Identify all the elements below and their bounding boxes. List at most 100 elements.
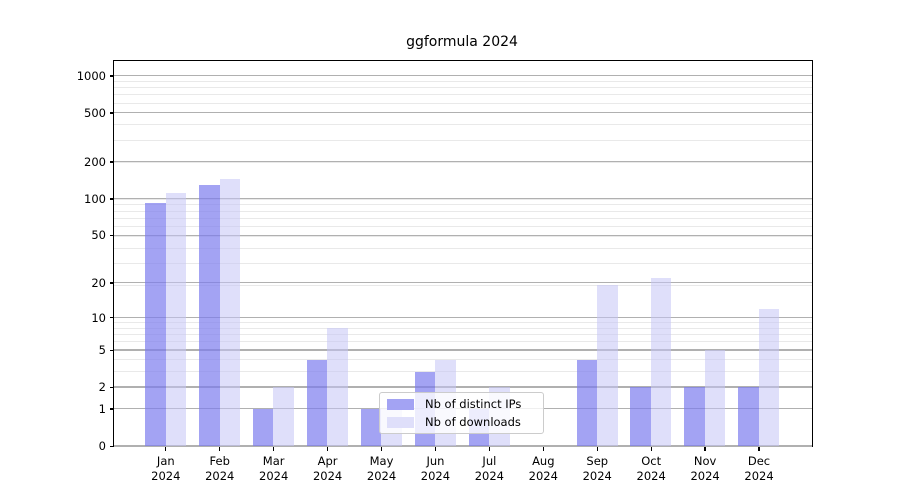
x-tick (326, 447, 329, 452)
bar-downloads (219, 179, 241, 446)
x-tick-year: 2024 (690, 469, 720, 483)
gridline-minor (114, 139, 812, 141)
y-tick-label: 10 (91, 310, 106, 325)
gridline-major (114, 234, 812, 236)
x-tick-month: Jul (482, 454, 497, 468)
bar-distinct-ips (630, 387, 651, 446)
plot-area (113, 60, 813, 447)
x-tick (165, 447, 167, 452)
x-tick-label: Jan 2024 (136, 454, 196, 484)
x-tick-label: Aug 2024 (513, 454, 573, 484)
chart-title: ggformula 2024 (406, 34, 518, 50)
x-tick-year: 2024 (366, 469, 397, 483)
legend-label-distinct-ips: Nb of distinct IPs (425, 397, 522, 411)
bar-distinct-ips (684, 387, 705, 446)
x-tick-label: Nov 2024 (675, 454, 735, 484)
x-tick-label: Jun 2024 (405, 454, 465, 484)
y-tick (109, 198, 114, 200)
gridline-major (114, 282, 812, 284)
x-tick-year: 2024 (744, 469, 774, 483)
x-tick (758, 447, 760, 452)
legend: Nb of distinct IPs Nb of downloads (379, 392, 544, 434)
y-tick (109, 75, 114, 77)
x-tick-month: Sep (586, 454, 609, 468)
x-tick-label: Mar 2024 (244, 454, 304, 484)
bar-distinct-ips (199, 185, 220, 446)
x-tick-month: Feb (209, 454, 230, 468)
x-tick (542, 447, 544, 452)
y-tick (109, 282, 114, 284)
bar-downloads (597, 285, 618, 446)
gridline-minor (114, 210, 812, 212)
y-tick-label: 20 (91, 276, 106, 291)
y-tick-label: 1 (98, 402, 106, 417)
gridline-minor (114, 247, 812, 249)
gridline-minor (114, 341, 812, 343)
bar-downloads (273, 387, 294, 446)
x-tick-year: 2024 (312, 469, 343, 483)
gridline-minor (114, 284, 812, 286)
x-tick-label: Jul 2024 (459, 454, 519, 484)
gridline-minor (114, 327, 812, 329)
x-tick-year: 2024 (420, 469, 451, 483)
y-tick (109, 234, 114, 237)
y-tick (109, 317, 114, 319)
x-tick (488, 447, 491, 452)
x-tick-label: Oct 2024 (621, 454, 681, 484)
bar-distinct-ips (738, 387, 759, 446)
gridline-major (114, 316, 812, 319)
x-tick (596, 447, 598, 452)
bar-downloads (758, 308, 780, 446)
x-tick-month: Oct (641, 454, 662, 468)
x-tick-month: Dec (747, 454, 771, 468)
y-tick-label: 200 (84, 154, 106, 169)
x-tick-label: Apr 2024 (298, 454, 358, 484)
bar-distinct-ips (576, 359, 598, 446)
gridline-major (114, 349, 812, 351)
y-tick-label: 2 (98, 380, 106, 395)
legend-item-distinct-ips: Nb of distinct IPs (387, 397, 543, 411)
y-tick-label: 5 (98, 343, 106, 358)
y-tick (109, 445, 114, 447)
x-tick-month: Apr (317, 454, 338, 468)
x-tick-label: Sep 2024 (567, 454, 627, 484)
x-tick-year: 2024 (582, 469, 612, 483)
bar-distinct-ips (360, 408, 382, 446)
x-tick-year: 2024 (259, 469, 289, 483)
x-tick (380, 447, 383, 452)
legend-swatch-downloads (387, 416, 414, 428)
bar-downloads (650, 277, 672, 446)
gridline-minor (114, 217, 812, 219)
y-tick-label: 1000 (76, 68, 106, 83)
x-tick-month: Jun (426, 454, 445, 468)
x-tick (704, 447, 706, 452)
x-tick-year: 2024 (474, 469, 505, 483)
legend-item-downloads: Nb of downloads (387, 415, 543, 429)
x-tick (273, 447, 275, 452)
gridline-minor (114, 263, 812, 265)
gridline-minor (114, 235, 812, 237)
bar-distinct-ips (145, 202, 166, 446)
x-tick-month: Nov (693, 454, 717, 468)
y-tick (109, 349, 114, 351)
x-tick-month: May (369, 454, 394, 468)
bar-distinct-ips (306, 359, 328, 446)
bar-downloads (327, 328, 348, 446)
gridline-minor (114, 334, 812, 336)
gridline-minor (114, 124, 812, 126)
gridline-major (114, 386, 812, 388)
gridline-minor (114, 87, 812, 89)
gridline-minor (114, 371, 812, 373)
y-tick (109, 408, 114, 410)
gridline-major (114, 75, 812, 77)
y-tick-label: 50 (91, 228, 106, 243)
x-tick-year: 2024 (636, 469, 666, 483)
y-tick-label: 0 (98, 439, 106, 454)
x-tick-year: 2024 (528, 469, 558, 483)
y-tick (109, 161, 114, 163)
legend-swatch-distinct-ips (387, 398, 414, 410)
x-tick-label: Feb 2024 (190, 454, 250, 484)
y-tick (109, 386, 114, 388)
y-tick (109, 112, 114, 114)
